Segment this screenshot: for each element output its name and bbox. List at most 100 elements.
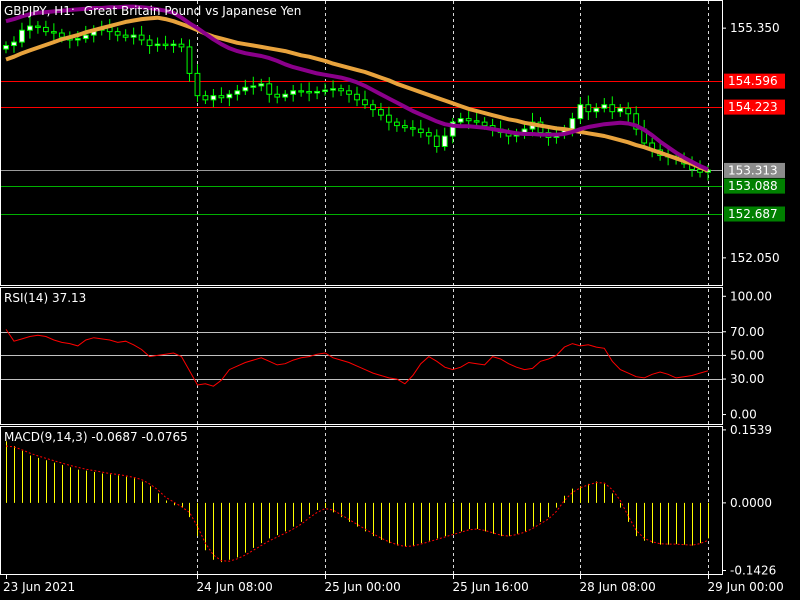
macd-panel-frame <box>0 426 723 575</box>
candle-bear <box>370 104 376 111</box>
candle-bull <box>617 107 624 113</box>
candle-bull <box>314 90 321 94</box>
candle-bear <box>42 26 49 33</box>
candle-bull <box>601 104 608 109</box>
candle-bear <box>194 72 201 97</box>
candle-bear <box>346 90 352 95</box>
price-tag-label: 153.088 <box>728 179 778 193</box>
candle-bear <box>146 39 153 47</box>
rsi-axis: 100.00 70.00 50.00 30.00 0.00 <box>722 289 772 422</box>
price-tag-label: 152.687 <box>728 207 778 221</box>
time-axis-label: 28 Jun 08:00 <box>580 580 656 594</box>
candle-bull <box>27 25 33 31</box>
candle-bear <box>633 113 640 130</box>
candle-bear <box>202 95 209 101</box>
panel-frames <box>0 0 723 575</box>
ma-fast-line <box>5 4 709 172</box>
candle-bull <box>130 34 137 38</box>
candle-bear <box>138 34 145 41</box>
macd-title: MACD(9,14,3) -0.0687 -0.0765 <box>4 430 188 444</box>
candle-bear <box>409 127 416 130</box>
candle-bear <box>481 121 488 127</box>
candle-bull <box>234 90 241 95</box>
price-tag-label: 153.313 <box>728 163 778 177</box>
candle-bear <box>378 109 384 116</box>
candles <box>3 16 711 181</box>
macd-axis: 0.1539 0.0000 -0.1426 <box>722 423 776 577</box>
price-tag-box <box>724 178 785 194</box>
price-level-tags: 154.596 154.223 153.313 153.088 152.687 <box>724 73 785 222</box>
candle-bull <box>330 88 336 91</box>
rsi-title: RSI(14) 37.13 <box>4 291 86 305</box>
candle-bear <box>306 90 313 94</box>
rsi-axis-label: 0.00 <box>730 408 757 422</box>
ma-slow-line <box>5 15 709 173</box>
macd-signal-series <box>5 445 709 562</box>
candle-bear <box>35 25 41 28</box>
candle-bear <box>585 104 592 113</box>
time-axis-label: 25 Jun 00:00 <box>325 580 401 594</box>
candle-bull <box>577 104 584 120</box>
rsi-axis-label: 100.00 <box>730 289 772 303</box>
candle-bull <box>3 45 9 50</box>
candle-bear <box>274 93 281 98</box>
price-tag-box <box>724 99 785 115</box>
candle-bear <box>186 46 193 74</box>
candle-bear <box>425 132 432 137</box>
price-axis: 155.350 152.050 <box>722 21 780 265</box>
candle-bull <box>441 135 448 147</box>
macd-axis-label: 0.1539 <box>730 423 772 437</box>
candle-bull <box>170 43 177 47</box>
rsi-level-lines <box>1 332 722 380</box>
candle-bear <box>122 34 129 38</box>
candle-bear <box>473 120 480 123</box>
macd-signal-line <box>5 445 709 562</box>
candle-bull <box>258 83 265 87</box>
candle-bull <box>569 118 576 130</box>
candle-bear <box>609 104 616 113</box>
moving-averages <box>5 4 709 173</box>
rsi-axis-label: 70.00 <box>730 325 764 339</box>
candle-bull <box>593 107 600 113</box>
candle-bull <box>250 85 257 88</box>
price-tag-box <box>724 206 785 222</box>
rsi-axis-label: 30.00 <box>730 372 764 386</box>
time-axis-label: 25 Jun 16:00 <box>453 580 529 594</box>
time-axis: 23 Jun 2021 24 Jun 08:00 25 Jun 00:00 25 Ju… <box>3 575 784 594</box>
price-tag-label: 154.596 <box>728 74 778 88</box>
candle-bear <box>298 90 305 93</box>
time-axis-label: 23 Jun 2021 <box>3 580 75 594</box>
rsi-line <box>5 329 709 387</box>
candle-bull <box>282 93 289 98</box>
candle-bear <box>218 95 225 99</box>
macd-axis-label: -0.1426 <box>730 563 776 577</box>
symbol-description: Great Britain Pound vs Japanese Yen <box>84 4 302 18</box>
rsi-axis-label: 50.00 <box>730 348 764 362</box>
candle-bear <box>58 32 65 38</box>
candle-bear <box>625 107 632 115</box>
candle-bear <box>417 128 424 134</box>
candle-bull <box>322 89 328 92</box>
candle-bear <box>433 135 440 147</box>
candle-bull <box>210 95 217 101</box>
candle-bear <box>162 43 169 47</box>
price-panel-frame <box>0 0 723 286</box>
rsi-series <box>5 329 709 387</box>
candle-bear <box>266 83 273 95</box>
candle-bear <box>465 118 472 122</box>
macd-axis-label: 0.0000 <box>730 496 772 510</box>
symbol-timeframe: GBPJPY, H1: <box>4 4 75 18</box>
candle-bull <box>11 41 17 47</box>
candle-bear <box>178 43 185 48</box>
candle-bear <box>50 31 57 34</box>
price-axis-label: 155.350 <box>730 21 780 35</box>
price-axis-label: 152.050 <box>730 251 780 265</box>
candle-bull <box>154 43 161 47</box>
price-tag-label: 154.223 <box>728 100 778 114</box>
macd-histogram <box>6 441 709 563</box>
candle-bear <box>338 88 344 92</box>
candle-bull <box>74 38 81 41</box>
chart-symbol-title: GBPJPY, H1: Great Britain Pound vs Japan… <box>4 4 301 18</box>
